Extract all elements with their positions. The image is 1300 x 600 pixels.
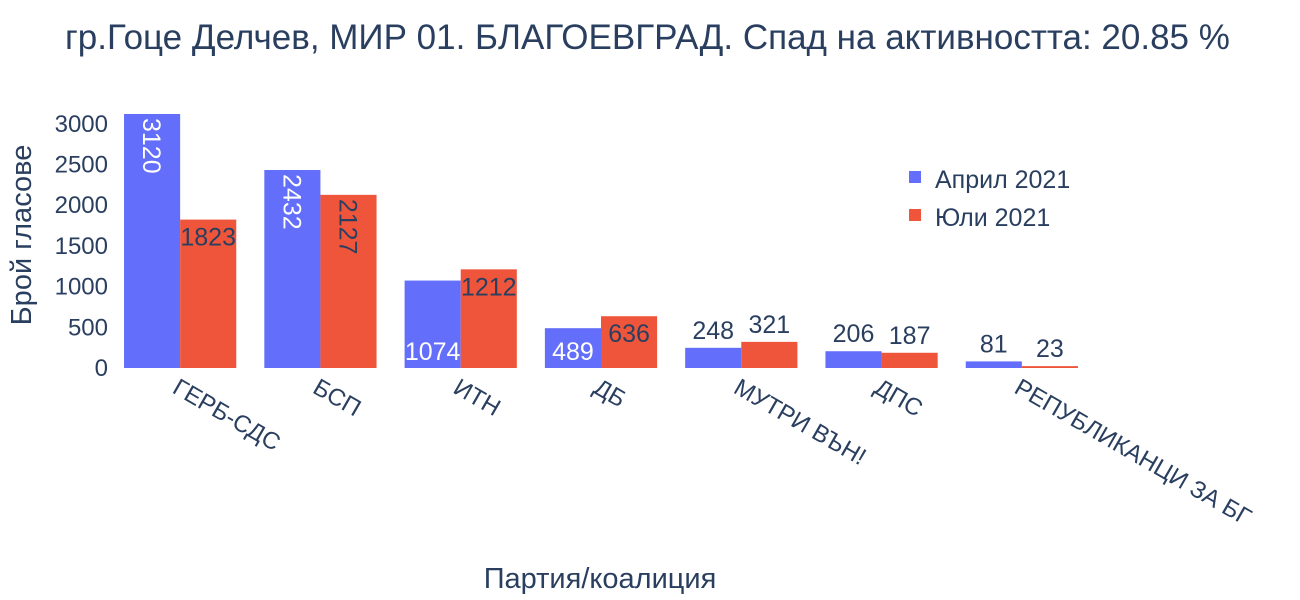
legend-label[interactable]: Април 2021 bbox=[935, 166, 1070, 194]
bar-value-label: 3120 bbox=[137, 118, 165, 174]
y-axis: 0 500 1000 1500 2000 2500 3000 bbox=[55, 111, 108, 382]
legend[interactable]: Април 2021 Юли 2021 bbox=[909, 166, 1070, 232]
y-tick-label: 1500 bbox=[55, 233, 108, 260]
bar[interactable] bbox=[881, 352, 938, 368]
x-tick-label: ДПС bbox=[870, 374, 928, 423]
bar-value-label: 321 bbox=[748, 311, 790, 339]
bar-value-label: 23 bbox=[1036, 335, 1064, 363]
bar[interactable] bbox=[1021, 366, 1078, 368]
bar-value-label: 2432 bbox=[277, 174, 305, 230]
bar-value-label: 187 bbox=[889, 322, 931, 350]
bar-value-label: 81 bbox=[980, 330, 1008, 358]
bar-value-label: 636 bbox=[608, 320, 650, 348]
bar-value-label: 1074 bbox=[405, 338, 461, 366]
bar[interactable] bbox=[124, 114, 181, 368]
x-tick-label: БСП bbox=[308, 374, 365, 422]
y-tick-label: 1000 bbox=[55, 274, 108, 301]
x-tick-label: ИТН bbox=[449, 374, 505, 422]
bar-value-label: 1212 bbox=[461, 273, 517, 301]
bar[interactable] bbox=[460, 269, 517, 368]
y-axis-title: Брой гласове bbox=[6, 145, 38, 326]
x-tick-label: МУТРИ ВЪН! bbox=[729, 374, 870, 471]
x-tick-label: ДБ bbox=[589, 374, 630, 413]
bar[interactable] bbox=[825, 351, 882, 368]
y-tick-label: 0 bbox=[95, 355, 108, 382]
x-axis-title: Партия/коалиция bbox=[484, 563, 717, 595]
bar-value-label: 2127 bbox=[333, 199, 361, 255]
chart-title: гр.Гоце Делчев, МИР 01. БЛАГОЕВГРАД. Спа… bbox=[65, 18, 1230, 57]
y-tick-label: 2000 bbox=[55, 192, 108, 219]
y-tick-label: 2500 bbox=[55, 151, 108, 178]
bar[interactable] bbox=[404, 280, 461, 368]
bar-value-label: 206 bbox=[833, 320, 875, 348]
bar[interactable] bbox=[264, 170, 321, 368]
plot-area: 3120 2432 1074 489 248 206 81 1823 2127 1212 636 32… bbox=[124, 114, 1078, 368]
x-tick-label: РЕПУБЛИКАНЦИ ЗА БГ bbox=[1010, 374, 1256, 531]
y-tick-label: 3000 bbox=[55, 111, 108, 138]
bar[interactable] bbox=[965, 361, 1022, 368]
bar-value-label: 1823 bbox=[180, 224, 236, 252]
legend-swatch[interactable] bbox=[909, 209, 921, 221]
bar[interactable] bbox=[601, 316, 658, 368]
y-tick-label: 500 bbox=[68, 314, 108, 341]
legend-label[interactable]: Юли 2021 bbox=[935, 204, 1050, 232]
bar-value-label: 489 bbox=[552, 338, 594, 366]
x-axis: ГЕРБ-СДС БСП ИТН ДБ МУТРИ ВЪН! ДПС РЕПУБЛИКАНЦ… bbox=[168, 374, 1255, 531]
bar-value-label: 248 bbox=[692, 317, 734, 345]
bar[interactable] bbox=[741, 341, 798, 368]
bar[interactable] bbox=[320, 194, 377, 368]
bar[interactable] bbox=[544, 328, 601, 368]
bar[interactable] bbox=[180, 219, 237, 368]
x-tick-label: ГЕРБ-СДС bbox=[168, 374, 285, 457]
legend-swatch[interactable] bbox=[909, 171, 921, 183]
bar[interactable] bbox=[685, 347, 742, 368]
